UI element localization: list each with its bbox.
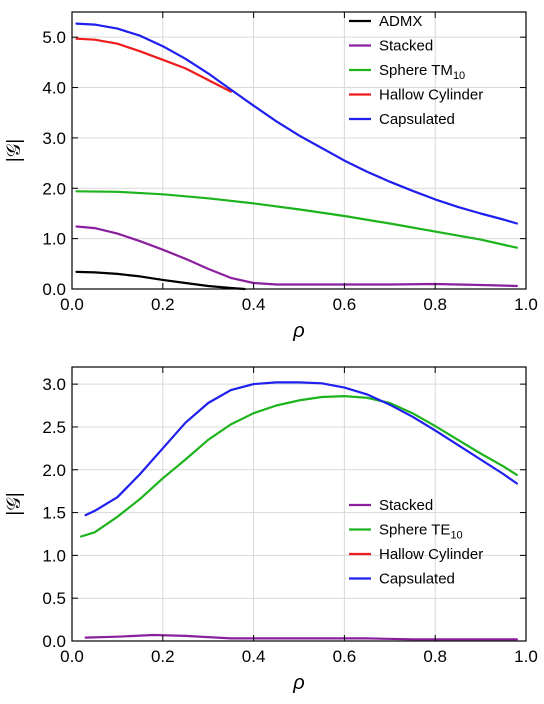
y-tick-label: 0.0 xyxy=(42,632,66,651)
y-axis-title: |𝒢| xyxy=(4,139,25,162)
legend-item: Stacked xyxy=(349,497,433,514)
y-tick-label: 1.0 xyxy=(42,546,66,565)
y-tick-label: 1.5 xyxy=(42,504,66,523)
y-tick-label: 0.0 xyxy=(42,280,66,299)
legend-label: Hallow Cylinder xyxy=(379,87,483,104)
series-line-admx xyxy=(75,270,246,291)
legend: ADMX Stacked Sphere TM10 Hallow Cylinder Cap… xyxy=(349,13,483,128)
y-tick-label: 2.0 xyxy=(42,461,66,480)
x-tick-label: 0.8 xyxy=(423,647,447,666)
legend-item: ADMX xyxy=(349,13,422,30)
x-tick-label: 0.6 xyxy=(333,647,357,666)
x-axis-title: ρ xyxy=(292,320,304,342)
legend-item: Stacked xyxy=(349,38,433,55)
x-tick-label: 0.4 xyxy=(242,647,266,666)
y-tick-label: 0.5 xyxy=(42,589,66,608)
y-tick-label: 3.0 xyxy=(42,375,66,394)
legend-item: Capsulated xyxy=(349,571,455,588)
y-axis-title: |𝒢| xyxy=(4,492,25,515)
legend-item: Sphere TE10 xyxy=(349,522,463,542)
series-line-sphere-tm xyxy=(75,190,519,249)
x-tick-label: 0.6 xyxy=(333,295,357,314)
legend-item: Capsulated xyxy=(349,111,455,128)
legend-label: Hallow Cylinder xyxy=(379,546,483,563)
x-tick-label: 0.0 xyxy=(60,647,84,666)
series-line-stacked xyxy=(75,225,519,288)
x-tick-label: 1.0 xyxy=(514,295,538,314)
y-tick-label: 2.0 xyxy=(42,179,66,198)
x-tick-label: 1.0 xyxy=(514,647,538,666)
plot-frame xyxy=(71,11,527,290)
series-line-stacked xyxy=(84,633,519,641)
x-tick-label: 0.2 xyxy=(151,647,175,666)
chart-panel-2: 0.0 0.2 0.4 0.6 0.8 1.0 0.0 0.5 1.0 1.5 2.0 2.5 3.0 ρ… xyxy=(4,366,538,694)
legend-item: Sphere TM10 xyxy=(349,62,465,82)
series-line-capsulated xyxy=(75,22,519,225)
legend-label: Stacked xyxy=(379,38,433,55)
legend: Stacked Sphere TE10 Hallow Cylinder Capsula… xyxy=(349,497,483,588)
legend-label: Sphere TE10 xyxy=(379,522,463,542)
plot-frame xyxy=(71,366,527,642)
y-tick-label: 4.0 xyxy=(42,79,66,98)
legend-label: ADMX xyxy=(379,13,422,30)
chart-panel-1: 0.0 0.2 0.4 0.6 0.8 1.0 0.0 1.0 2.0 3.0 4.0 5.0 ρ |𝒢|… xyxy=(4,11,538,342)
x-tick-label: 0.4 xyxy=(242,295,266,314)
legend-label: Sphere TM10 xyxy=(379,62,465,82)
legend-label: Stacked xyxy=(379,497,433,514)
y-tick-label: 1.0 xyxy=(42,230,66,249)
series-line-sphere-te xyxy=(79,395,519,538)
x-tick-label: 0.8 xyxy=(423,295,447,314)
y-tick-label: 3.0 xyxy=(42,129,66,148)
series-line-capsulated xyxy=(84,381,519,517)
series-line-hallow-cylinder xyxy=(75,37,232,93)
legend-item: Hallow Cylinder xyxy=(349,87,483,104)
y-tick-label: 2.5 xyxy=(42,418,66,437)
legend-label-subscript: 10 xyxy=(450,530,462,542)
x-tick-label: 0.0 xyxy=(60,295,84,314)
legend-label-subscript: 10 xyxy=(453,70,465,82)
legend-item: Hallow Cylinder xyxy=(349,546,483,563)
x-axis-title: ρ xyxy=(292,672,304,694)
legend-label: Capsulated xyxy=(379,571,455,588)
y-tick-label: 5.0 xyxy=(42,28,66,47)
legend-label: Capsulated xyxy=(379,111,455,128)
x-tick-label: 0.2 xyxy=(151,295,175,314)
